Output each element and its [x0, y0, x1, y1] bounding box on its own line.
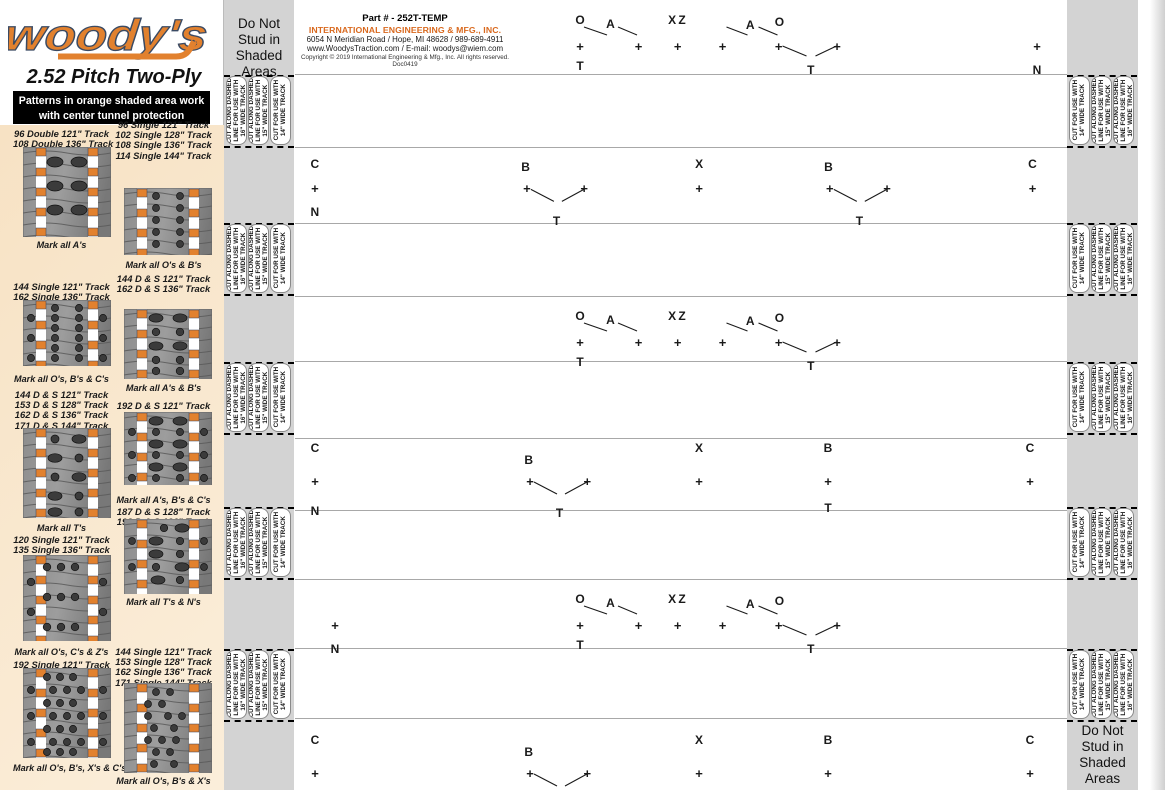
svg-text:woody's: woody's: [8, 11, 210, 60]
svg-text:R: R: [195, 41, 198, 46]
